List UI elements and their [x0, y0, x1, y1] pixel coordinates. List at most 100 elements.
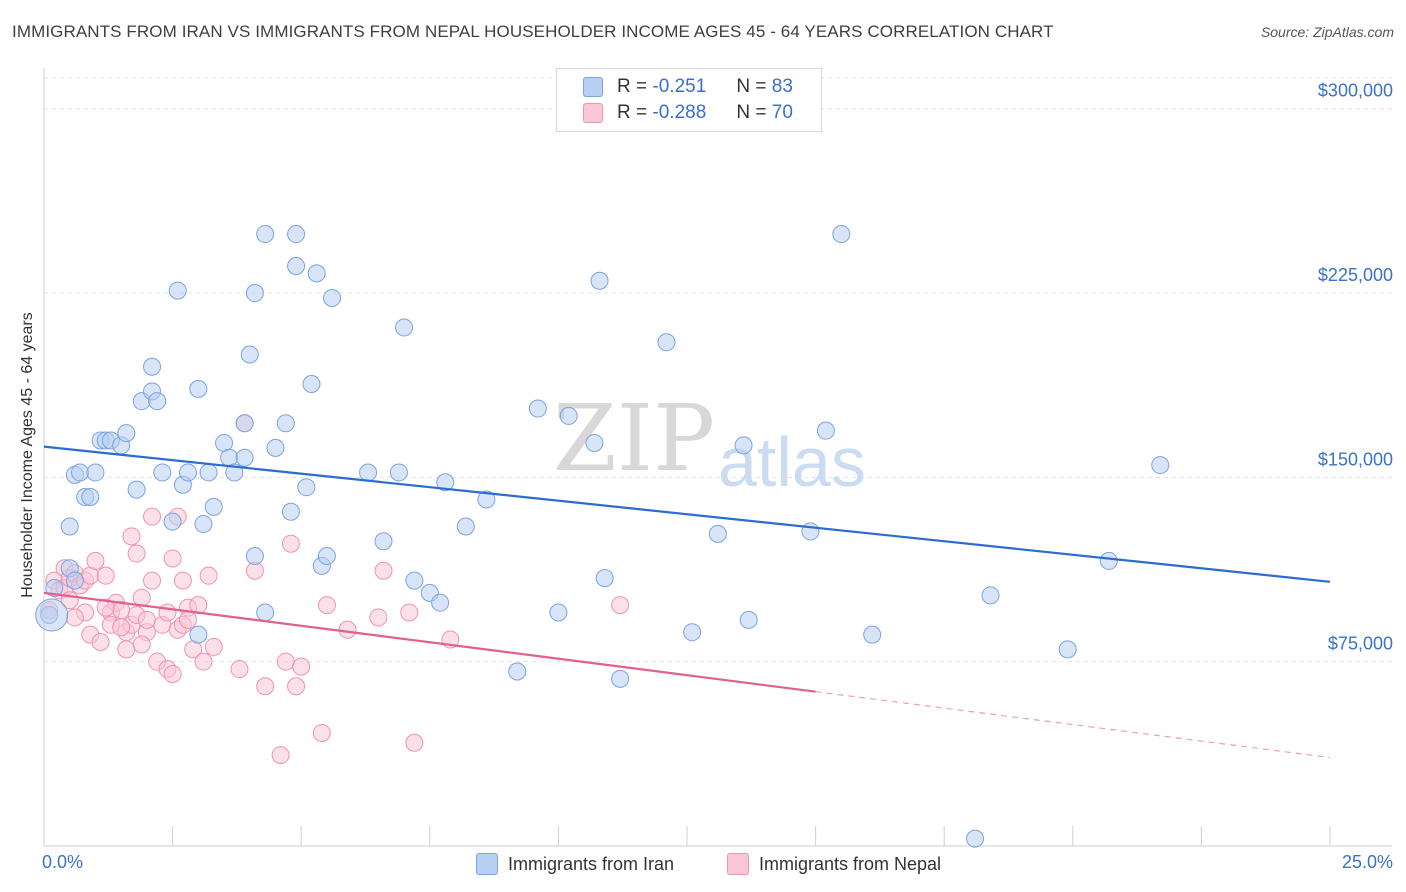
nepal-point: [287, 677, 306, 696]
iran-point: [549, 603, 568, 622]
iran-point: [317, 547, 336, 566]
nepal-point: [86, 551, 105, 570]
iran-point: [683, 623, 702, 642]
iran-point: [281, 502, 300, 521]
iran-point: [611, 669, 630, 688]
iran-point: [323, 288, 342, 307]
iran-point: [276, 414, 295, 433]
iran-point: [60, 517, 79, 536]
nepal-point: [137, 610, 156, 629]
nepal-n-label: N =: [736, 102, 767, 123]
iran-point: [297, 478, 316, 497]
y-axis-title: Householder Income Ages 45 - 64 years: [19, 312, 36, 598]
nepal-trend-line: [43, 591, 816, 693]
iran-point: [287, 225, 306, 244]
nepal-point: [163, 549, 182, 568]
correlation-legend: R = -0.251 N = 83 R = -0.288 N = 70: [556, 68, 822, 132]
nepal-point: [312, 723, 331, 742]
nepal-point: [96, 566, 115, 585]
iran-point: [585, 433, 604, 452]
iran-point: [1058, 640, 1077, 659]
iran-point: [981, 586, 1000, 605]
iran-point: [816, 421, 835, 440]
iran-points: [35, 225, 1170, 848]
iran-point: [436, 473, 455, 492]
y-tick-label: $75,000: [1328, 634, 1393, 654]
iran-point: [245, 284, 264, 303]
y-tick-label: $300,000: [1318, 81, 1393, 101]
nepal-point: [143, 571, 162, 590]
watermark-atlas: atlas: [718, 423, 866, 501]
nepal-point: [256, 677, 275, 696]
iran-point: [86, 463, 105, 482]
iran-point: [179, 463, 198, 482]
iran-point: [508, 662, 527, 681]
trend-lines: [43, 445, 1331, 759]
nepal-point: [143, 507, 162, 526]
iran-point: [189, 379, 208, 398]
iran-point: [117, 424, 136, 443]
nepal-point: [194, 652, 213, 671]
nepal-point: [204, 637, 223, 656]
iran-point: [81, 488, 100, 507]
nepal-point: [369, 608, 388, 627]
iran-point: [1151, 456, 1170, 475]
nepal-point: [405, 733, 424, 752]
nepal-r-value: -0.288: [652, 102, 707, 123]
iran-n-value: 83: [771, 76, 793, 97]
iran-trend-line: [43, 445, 1331, 583]
iran-point: [477, 490, 496, 509]
iran-point: [168, 281, 187, 300]
nepal-point: [96, 598, 115, 617]
iran-point: [302, 374, 321, 393]
nepal-point: [400, 603, 419, 622]
bottom-legend-nepal: Immigrants from Nepal: [727, 852, 941, 876]
iran-point: [153, 463, 172, 482]
nepal-point: [112, 618, 131, 637]
iran-point: [657, 333, 676, 352]
iran-point: [431, 593, 450, 612]
y-tick-label: $225,000: [1318, 265, 1393, 285]
grid-lines: [44, 77, 1392, 663]
nepal-point: [173, 571, 192, 590]
tick-labels: $75,000 $150,000 $225,000 $300,000 0.0% 25.0%: [42, 81, 1393, 872]
nepal-r-label: R =: [617, 102, 648, 123]
nepal-point: [338, 620, 357, 639]
nepal-trend-extension: [815, 691, 1331, 759]
nepal-point: [127, 544, 146, 563]
iran-point: [199, 463, 218, 482]
iran-r-label: R =: [617, 76, 648, 97]
iran-point: [235, 414, 254, 433]
nepal-points: [40, 414, 630, 765]
iran-n-label: N =: [736, 76, 767, 97]
iran-point: [832, 225, 851, 244]
nepal-n-value: 70: [771, 102, 793, 123]
legend-row-iran: R = -0.251 N = 83: [583, 76, 793, 98]
nepal-legend-swatch: [727, 853, 749, 875]
iran-point: [71, 463, 90, 482]
nepal-point: [292, 657, 311, 676]
y-tick-label: $150,000: [1318, 449, 1393, 469]
iran-point: [148, 392, 167, 411]
nepal-point: [317, 596, 336, 615]
iran-point: [456, 517, 475, 536]
nepal-point: [179, 610, 198, 629]
iran-point: [359, 463, 378, 482]
iran-point: [389, 463, 408, 482]
iran-point: [863, 625, 882, 644]
iran-swatch: [583, 77, 603, 97]
iran-point: [45, 578, 64, 597]
iran-point-large: [35, 598, 69, 632]
iran-point: [287, 257, 306, 276]
iran-legend-label: Immigrants from Iran: [508, 853, 675, 874]
iran-point: [1099, 551, 1118, 570]
nepal-point: [271, 746, 290, 765]
nepal-point: [374, 561, 393, 580]
iran-point: [235, 448, 254, 467]
iran-point: [256, 225, 275, 244]
iran-point: [256, 603, 275, 622]
iran-point: [595, 569, 614, 588]
legend-row-nepal: R = -0.288 N = 70: [583, 102, 793, 124]
iran-point: [559, 406, 578, 425]
